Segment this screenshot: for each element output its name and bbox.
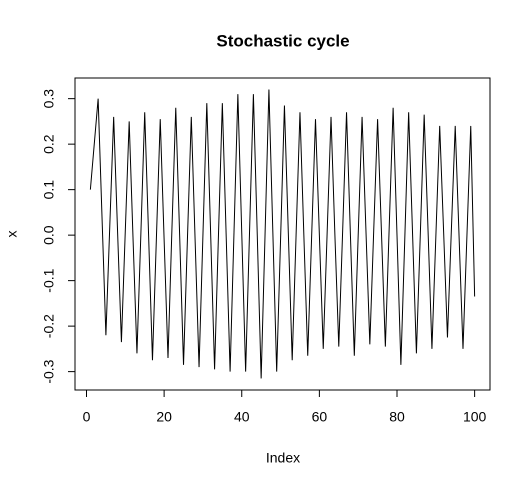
x-tick-label: 40 xyxy=(234,409,250,425)
y-axis-label: x xyxy=(4,231,20,238)
x-tick-label: 20 xyxy=(156,409,172,425)
x-tick-label: 60 xyxy=(312,409,328,425)
x-tick-label: 80 xyxy=(389,409,405,425)
x-tick-label: 100 xyxy=(463,409,487,425)
x-axis-label: Index xyxy=(266,450,300,466)
y-tick-label: 0.2 xyxy=(41,134,57,154)
x-tick-label: 0 xyxy=(83,409,91,425)
y-tick-label: 0.0 xyxy=(41,225,57,245)
y-tick-label: -0.3 xyxy=(41,359,57,383)
chart-title: Stochastic cycle xyxy=(216,31,349,50)
data-line xyxy=(89,89,476,379)
y-tick-label: -0.1 xyxy=(41,268,57,292)
y-tick-label: 0.3 xyxy=(41,89,57,109)
y-tick-label: -0.2 xyxy=(41,314,57,338)
y-tick-label: 0.1 xyxy=(41,180,57,200)
